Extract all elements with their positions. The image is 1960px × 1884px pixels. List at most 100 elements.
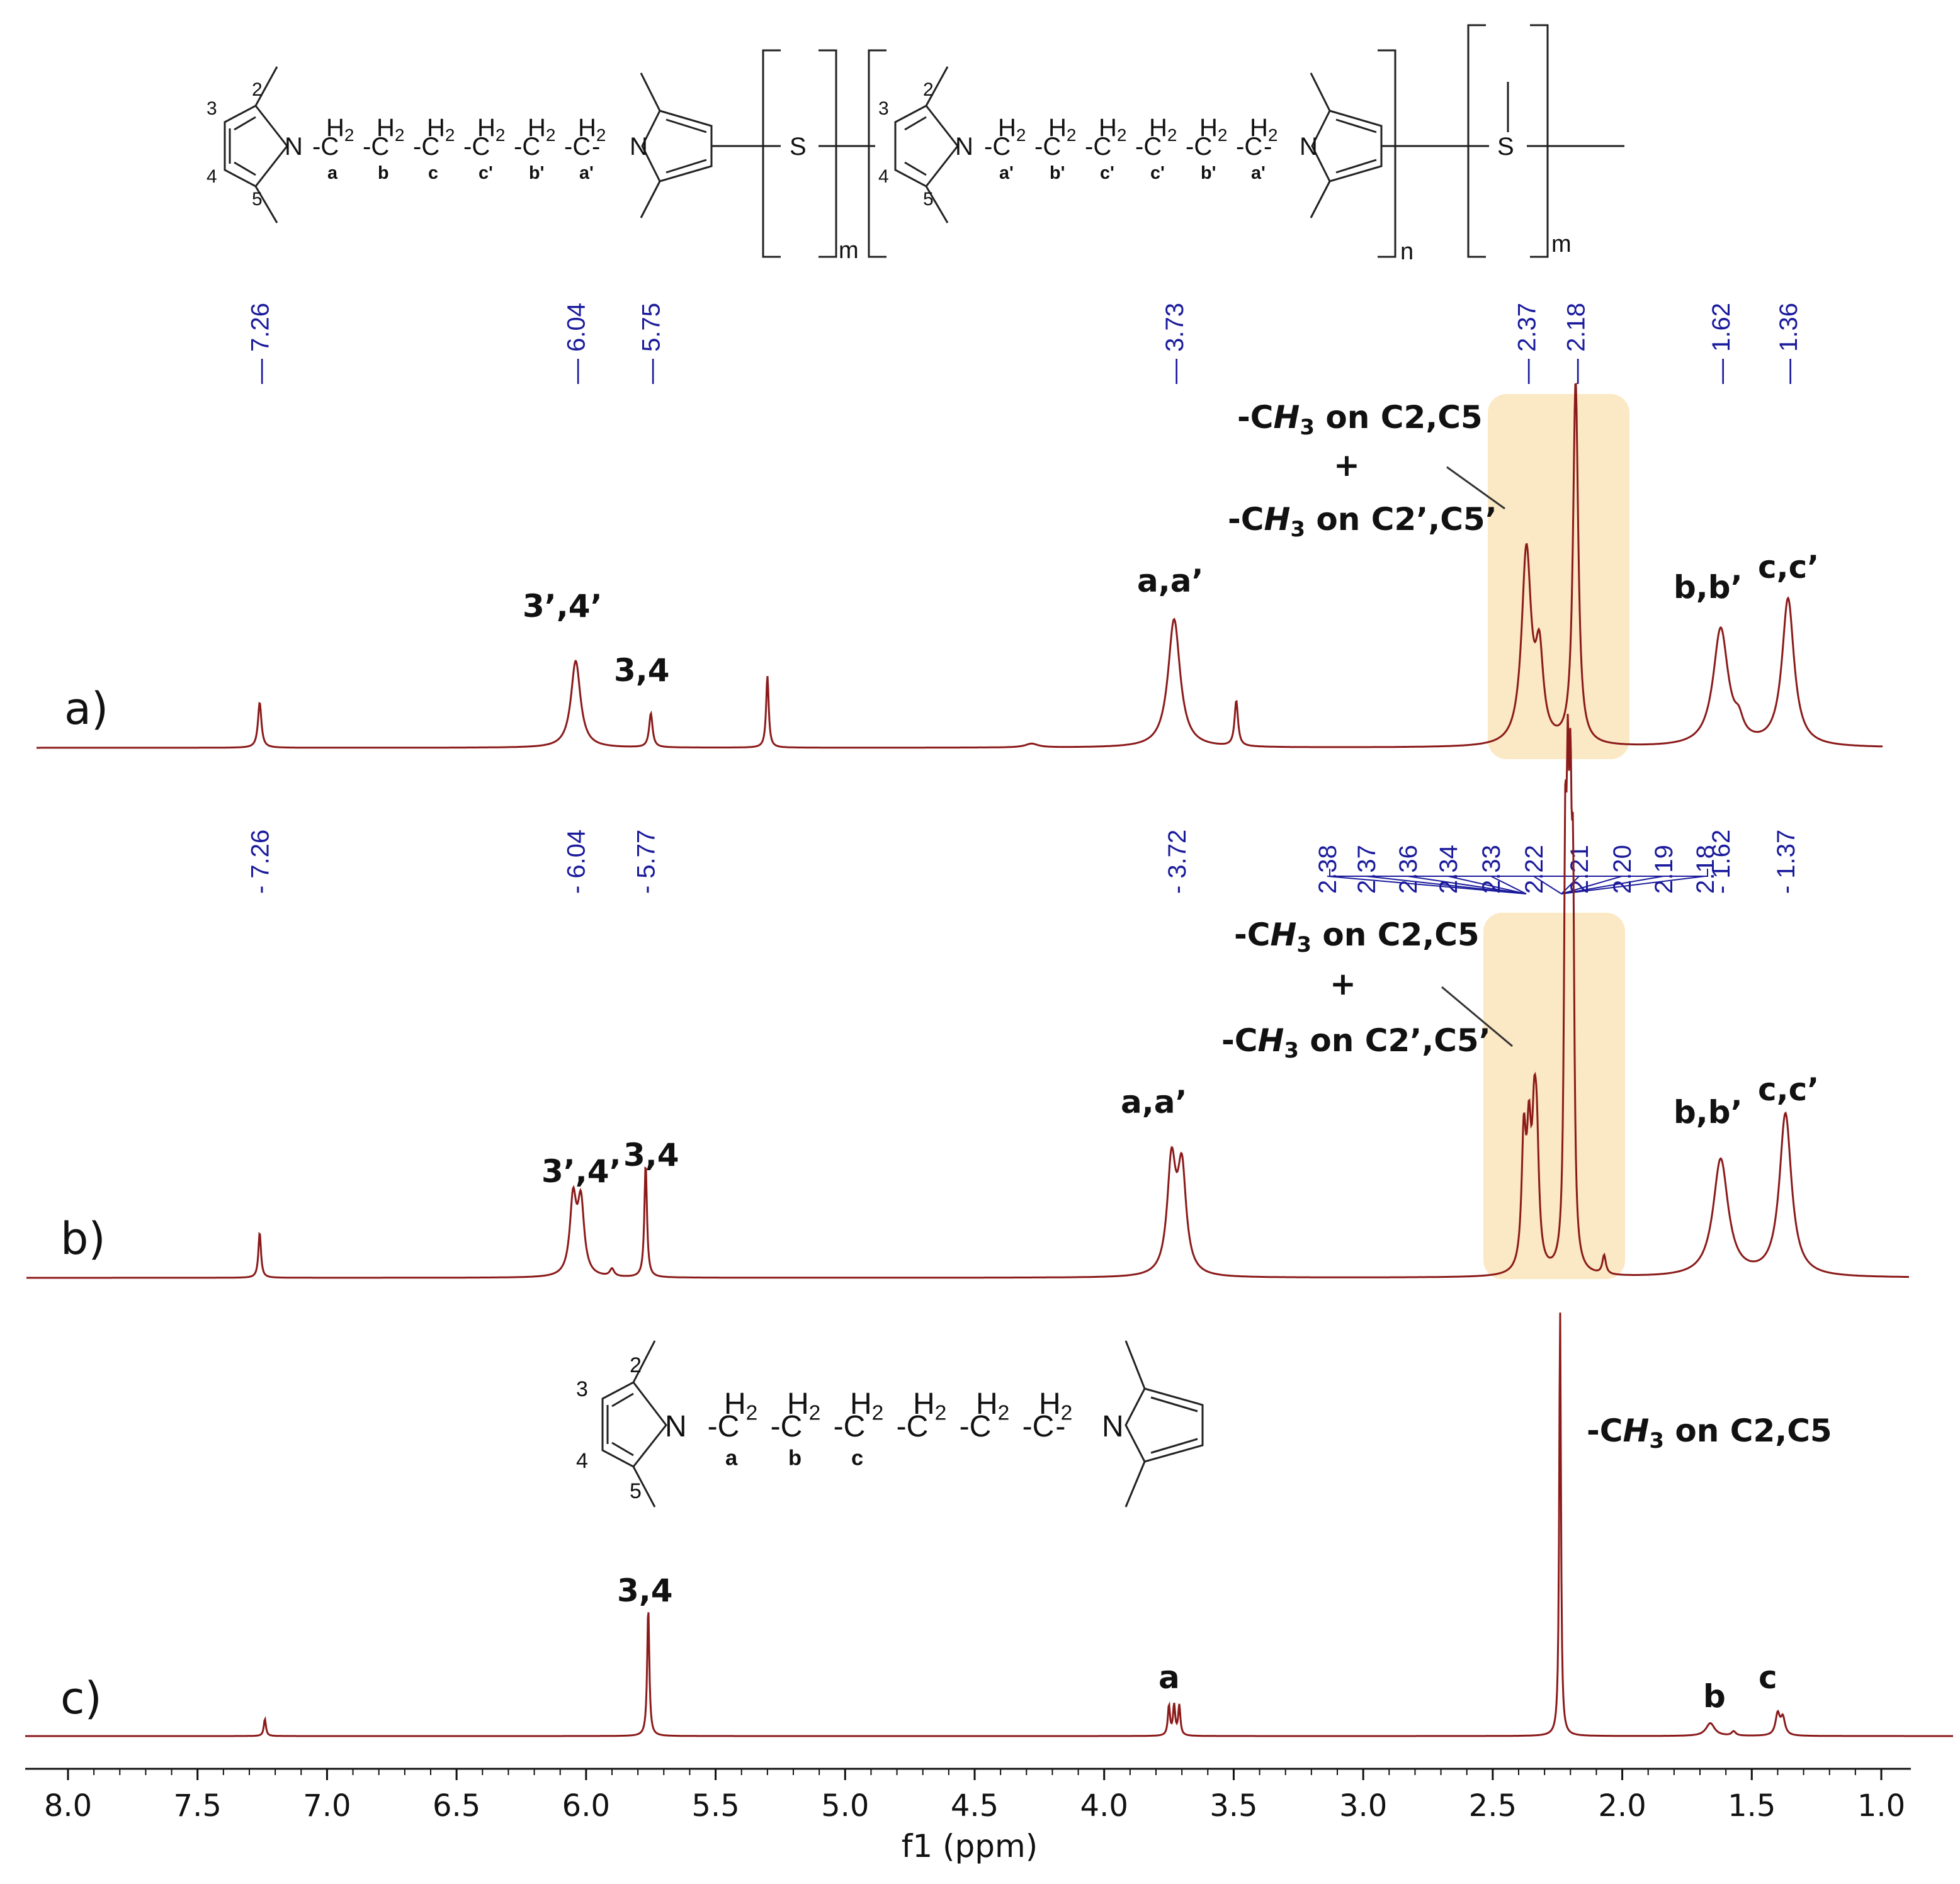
methyl-prefix: -C [1221,1022,1257,1059]
chain-carbon: -C [1236,133,1262,161]
methyl-bond [1310,72,1331,111]
ch2-subscript: 2 [546,125,556,145]
bracket-n-left [868,49,887,258]
multiplet-leader [1447,876,1527,894]
chain-carbon: -C [1186,133,1212,161]
peak-label: — 5.75 [638,303,666,384]
methyl-h: H [1264,501,1290,538]
ch2-subscript: 2 [344,125,354,145]
methyl-suffix: on C2,C5 [1311,917,1480,953]
ring-double-bond [611,1441,634,1457]
chain-carbon: -C [413,133,439,161]
ch2-subscript: 2 [872,1402,884,1425]
annotation-3-4: 3,4 [614,652,670,689]
nitrogen-label: N [1300,133,1318,161]
peak-label: 2.21 [1566,845,1594,894]
pyrrole-ring-right-2 [1311,110,1383,183]
ch2-subscript: 2 [395,125,405,145]
ring-number: 2 [923,79,934,100]
methyl-bond [1310,181,1331,218]
chain-dash: - [1055,1410,1065,1443]
ring-double-bond [666,159,707,174]
ring-number: 3 [576,1377,588,1401]
x-tick-label: 7.5 [174,1788,222,1824]
peak-label: — 7.26 [247,303,275,384]
annotation-c: c,c’ [1758,1071,1819,1108]
annotation-pointer [1441,986,1513,1047]
bracket-n-right [1378,49,1396,258]
annotation-methyl-line2: -CH3 on C2’,C5’ [1221,1022,1491,1063]
peak-label: - 7.26 [247,830,275,894]
peak-label: — 2.18 [1563,303,1590,384]
annotation-3-4: 3,4 [623,1137,679,1173]
nitrogen-label: N [630,133,648,161]
chain-label: a' [579,163,594,183]
multiplet-leader [1366,876,1527,894]
subscript-n: n [1400,239,1413,265]
ch2-subscript: 2 [1218,125,1228,145]
ring-double-bond [904,116,927,131]
x-tick-label: 2.0 [1598,1788,1646,1824]
ch2-hydrogen: H2 [1039,1387,1072,1425]
annotation-b: b [1703,1678,1726,1715]
ring-number: 2 [252,79,263,100]
pyrrole-ring-mid [641,110,713,183]
panel-label-a: a) [64,683,108,735]
chain-label: c' [1150,163,1165,183]
methyl-suffix: on C2’,C5’ [1305,501,1497,538]
x-tick-label: 5.0 [821,1788,869,1824]
ch2-hydrogen: H2 [1149,114,1177,145]
subscript-m: m [1551,231,1572,257]
peak-label: 2.38 [1314,845,1342,894]
ch2-hydrogen: H2 [1250,114,1277,145]
multiplet-leader [1561,876,1706,894]
methyl-bond [254,186,278,223]
peak-labels-a: — 7.26 — 6.04 — 5.75 — 3.73 — 2.37 — 2.18 — 1.… [247,303,1803,384]
panel-label-b: b) [60,1213,106,1265]
polymer-structure-labels: 3 2 4 5 N H2-CaH2-CbH2-CcH2-Cc'H2-Cb'H2-… [207,79,1572,265]
methyl-suffix: on C2,C5 [1315,399,1483,436]
ring-number: 2 [630,1353,642,1377]
annotation-3-4: 3,4 [617,1572,673,1609]
ring-double-bond [1150,1396,1198,1413]
x-tick-label: 1.0 [1857,1788,1905,1824]
ring-double-bond [904,161,927,176]
x-tick-label: 6.5 [433,1788,480,1824]
chain-carbon: -C [463,133,490,161]
chain-label: b' [1050,163,1065,183]
annotation-methyl: -CH3 on C2,C5 [1587,1413,1832,1453]
chain-carbon: -C [771,1410,803,1443]
annotation-plus: + [1330,966,1356,1002]
chain-dash: - [592,133,600,161]
nitrogen-label: N [285,133,303,161]
peak-label: 2.37 [1353,845,1381,894]
methyl-bond [925,186,949,223]
chain-label: c [428,163,438,183]
chain-top-2: H2-Ca'H2-Cb'H2-Cc'H2-Cc'H2-Cb'H2-Ca'- [984,114,1277,183]
ch2-hydrogen: H2 [326,114,354,145]
ring-number: 3 [207,98,217,119]
ch2-subscript: 2 [1016,125,1026,145]
methyl-h: H [1257,1022,1284,1059]
chain-carbon: -C [1085,133,1111,161]
annotation-a: a [1158,1659,1180,1696]
x-tick-label: 8.0 [44,1788,92,1824]
ring-double-bond [1335,118,1377,133]
ch2-subscript: 2 [998,1402,1010,1425]
annotation-c: c [1759,1659,1777,1696]
chain-label: b [788,1447,802,1470]
x-tick-label: 3.5 [1209,1788,1257,1824]
ch2-subscript: 2 [809,1402,821,1425]
methyl-bond [1124,1461,1146,1508]
chain-label: c' [479,163,493,183]
chain-carbon: -C [363,133,389,161]
monomer-structure [601,1340,1204,1508]
bracket-m2-right [1530,24,1549,258]
methyl-h: H [1270,917,1296,953]
multiplet-leader [1561,876,1664,894]
peak-label: 2.22 [1521,845,1548,894]
methyl-bond [640,181,661,218]
x-tick-label: 6.0 [562,1788,610,1824]
